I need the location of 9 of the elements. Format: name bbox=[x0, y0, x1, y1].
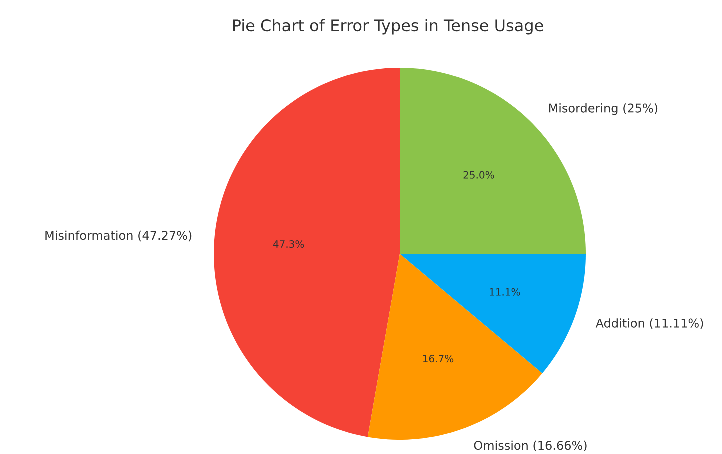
slice-label: Misinformation (47.27%) bbox=[46, 230, 192, 242]
slice-label: Omission (16.66%) bbox=[474, 440, 587, 452]
data-label: 11.1% bbox=[490, 288, 520, 296]
data-label: 25.0% bbox=[464, 171, 494, 179]
data-label: 47.3% bbox=[273, 240, 304, 248]
chart-title: Pie Chart of Error Types in Tense Usage bbox=[233, 19, 544, 35]
slice-label: Addition (11.11%) bbox=[596, 318, 704, 330]
data-label: 16.7% bbox=[423, 355, 454, 363]
slice-label: Misordering (25%) bbox=[549, 104, 658, 116]
